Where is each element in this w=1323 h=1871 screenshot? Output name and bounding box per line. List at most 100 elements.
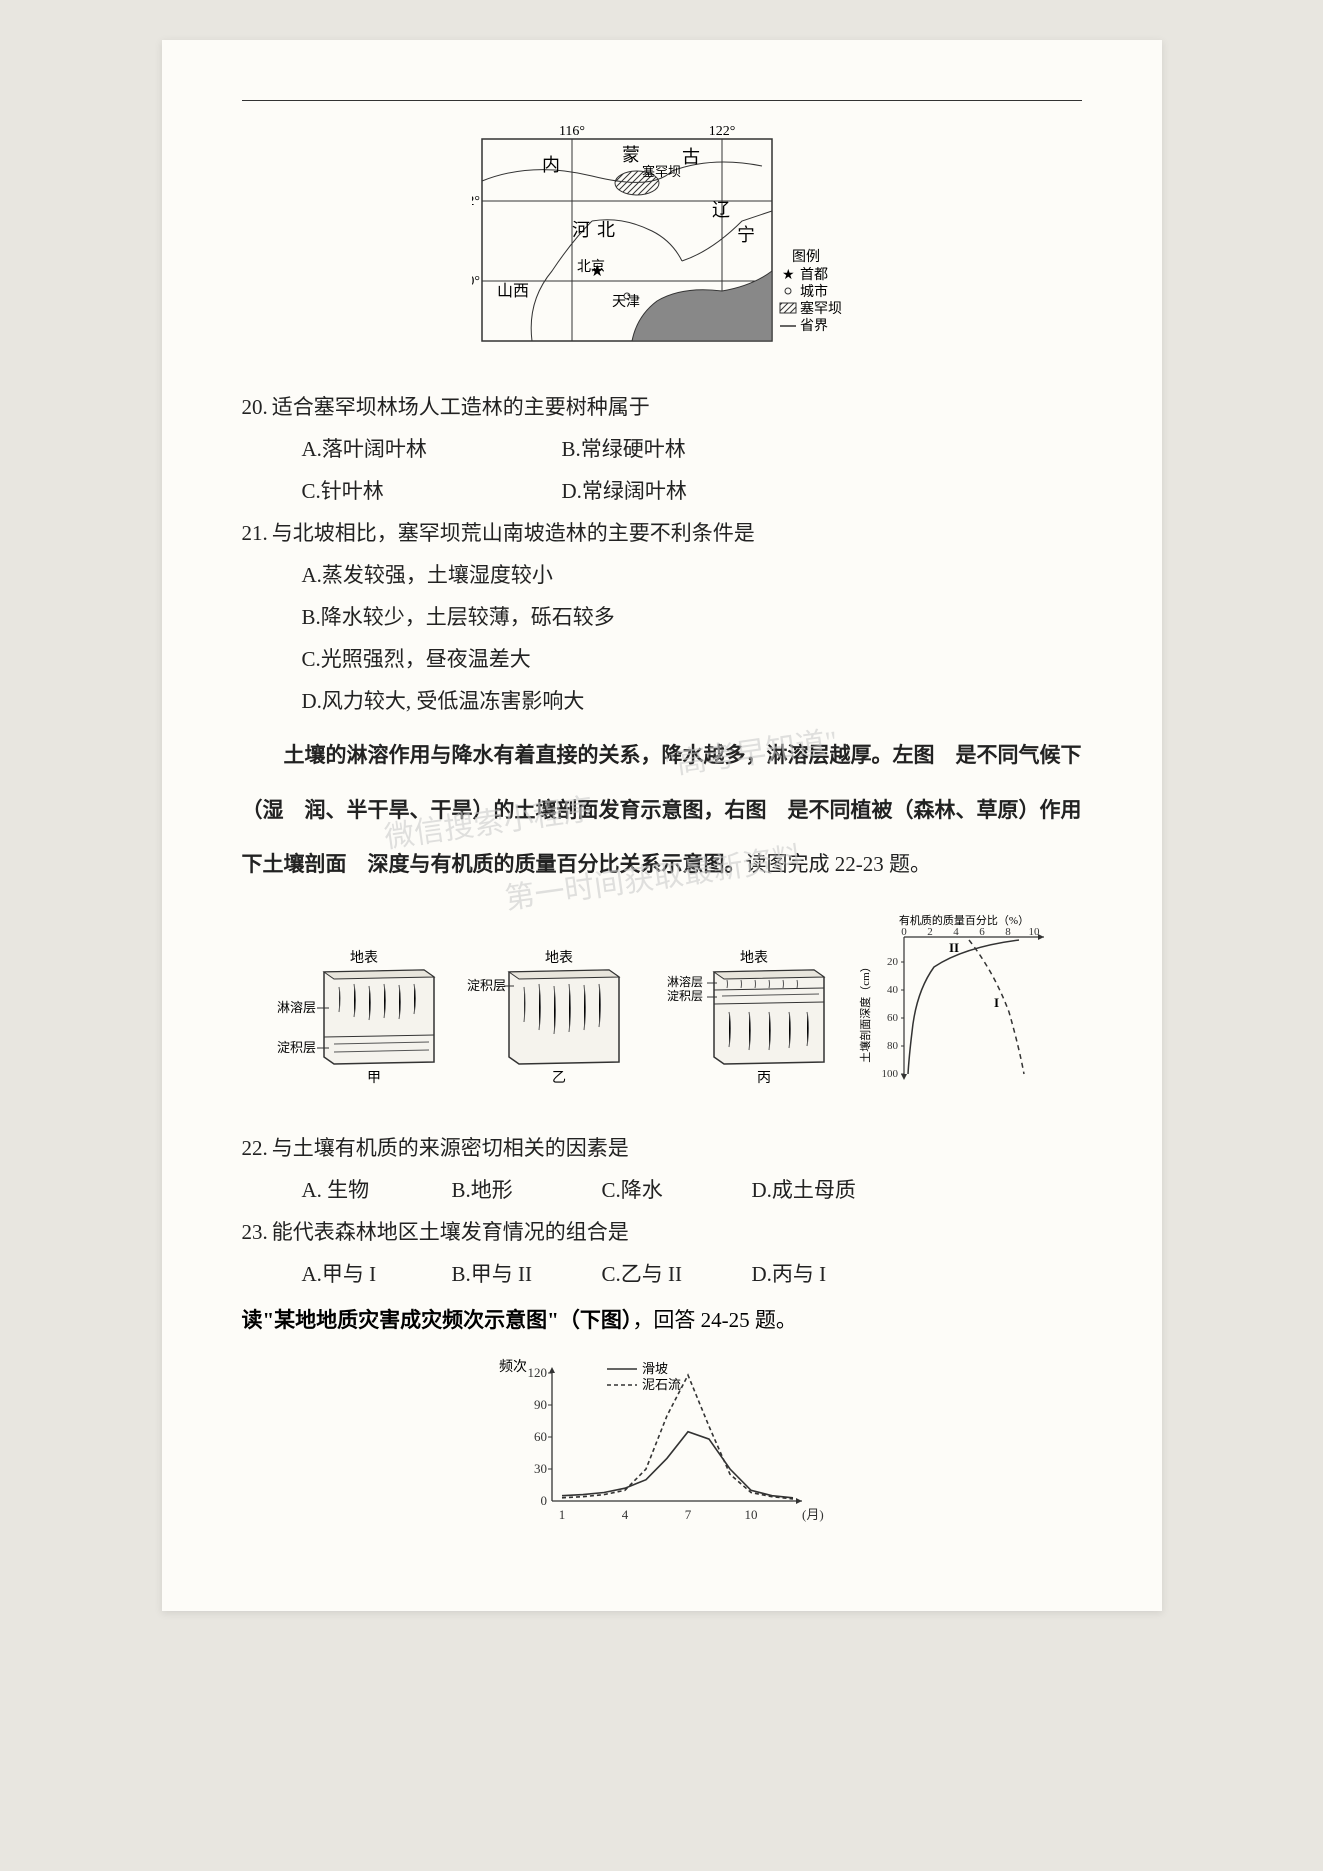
- passage-disaster: 读"某地地质灾害成灾频次示意图"（下图），回答 24-25 题。: [242, 1299, 1082, 1341]
- option-c: C.针叶林: [302, 470, 562, 512]
- option-b: B.甲与 II: [452, 1253, 602, 1295]
- passage-prefix: 读"某地地质灾害成灾频次示意图"（下图）: [242, 1308, 633, 1332]
- lon-label: 122°: [708, 124, 735, 139]
- region-label: 北京: [577, 259, 605, 275]
- tick: 4: [953, 926, 959, 938]
- layer-label: 淀积层: [667, 989, 703, 1003]
- option-c: C.降水: [602, 1169, 752, 1211]
- passage-text: 土壤的淋溶作用与降水有着直接的关系，降水越多，淋溶层越厚。左图 是不同气候下（湿…: [242, 743, 1082, 876]
- tick: 120: [527, 1365, 547, 1380]
- target-label: 塞罕坝: [642, 164, 681, 179]
- soil-diagram-bing: 地表 淋溶层 淀积层 丙: [659, 942, 839, 1102]
- layer-label: 淀积层: [467, 978, 506, 993]
- debris-curve: [562, 1375, 793, 1499]
- region-label: 蒙: [622, 145, 640, 165]
- tick: 20: [887, 956, 899, 968]
- surface-label: 地表: [740, 950, 768, 966]
- tick: 80: [887, 1040, 899, 1052]
- tick: 0: [540, 1493, 547, 1508]
- landslide-curve: [562, 1431, 793, 1497]
- lat-label: 42°: [472, 194, 480, 209]
- passage-soil: 土壤的淋溶作用与降水有着直接的关系，降水越多，淋溶层越厚。左图 是不同气候下（湿…: [242, 728, 1082, 892]
- legend-solid: 滑坡: [642, 1361, 668, 1376]
- q-text: 能代表森林地区土壤发育情况的组合是: [272, 1220, 629, 1244]
- tick: 30: [534, 1461, 547, 1476]
- option-a: A.蒸发较强，土壤湿度较小: [302, 554, 1082, 596]
- legend-dashed: 泥石流: [642, 1377, 681, 1392]
- option-d: D.成土母质: [752, 1169, 902, 1211]
- tick: 7: [684, 1507, 691, 1522]
- legend-item: 城市: [800, 283, 828, 300]
- surface-label: 地表: [545, 950, 573, 966]
- tick: 0: [901, 926, 907, 938]
- passage-tail: 读图完成 22-23 题。: [746, 852, 932, 876]
- region-label: 北: [597, 220, 615, 240]
- x-unit: (月): [802, 1507, 824, 1522]
- layer-label: 淋溶层: [277, 1000, 316, 1015]
- tick: 8: [1005, 926, 1011, 938]
- option-a: A. 生物: [302, 1169, 452, 1211]
- surface-label: 地表: [350, 950, 378, 966]
- tick: 4: [621, 1507, 628, 1522]
- star-icon: ★: [782, 268, 795, 283]
- top-rule: [242, 100, 1082, 101]
- exam-page: 116° 122° 42° 40°: [162, 40, 1162, 1611]
- series-label: II: [949, 940, 959, 955]
- lon-label: 116°: [558, 124, 584, 139]
- map-svg: 116° 122° 42° 40°: [472, 121, 852, 361]
- q-number: 23.: [242, 1220, 268, 1244]
- option-b: B.降水较少，土层较薄，砾石较多: [302, 596, 1082, 638]
- legend-item: 塞罕坝: [800, 300, 842, 317]
- q-number: 20.: [242, 395, 268, 419]
- q-text: 适合塞罕坝林场人工造林的主要树种属于: [272, 395, 650, 419]
- soil-diagram-yi: 地表 淀积层 乙: [464, 942, 644, 1102]
- region-label: 古: [682, 147, 700, 167]
- soil-diagram-jia: 地表 淋溶层 淀积层 甲: [269, 942, 449, 1102]
- map-figure: 116° 122° 42° 40°: [242, 121, 1082, 361]
- option-d: D.常绿阔叶林: [562, 470, 822, 512]
- diagram-label: 甲: [367, 1071, 381, 1086]
- soil-diagrams: 地表 淋溶层 淀积层 甲 地表 淀积层: [242, 912, 1082, 1102]
- q-text: 与土壤有机质的来源密切相关的因素是: [272, 1136, 629, 1160]
- q-number: 22.: [242, 1136, 268, 1160]
- question-21: 21. 与北坡相比，塞罕坝荒山南坡造林的主要不利条件是 A.蒸发较强，土壤湿度较…: [242, 512, 1082, 722]
- tick: 100: [882, 1068, 899, 1080]
- question-20: 20. 适合塞罕坝林场人工造林的主要树种属于 A.落叶阔叶林 B.常绿硬叶林 C…: [242, 386, 1082, 512]
- y-label: 频次: [499, 1359, 527, 1375]
- chart-title: 有机质的质量百分比（%）: [899, 913, 1029, 927]
- q-number: 21.: [242, 521, 268, 545]
- region-label: 河: [572, 220, 590, 240]
- option-a: A.甲与 I: [302, 1253, 452, 1295]
- region-label: 辽: [712, 200, 730, 220]
- tick: 90: [534, 1397, 547, 1412]
- option-b: B.地形: [452, 1169, 602, 1211]
- passage-tail: ，回答 24-25 题。: [632, 1308, 797, 1332]
- region-label: 宁: [737, 225, 755, 245]
- question-23: 23. 能代表森林地区土壤发育情况的组合是 A.甲与 I B.甲与 II C.乙…: [242, 1211, 1082, 1295]
- legend-item: 首都: [800, 267, 828, 283]
- question-22: 22. 与土壤有机质的来源密切相关的因素是 A. 生物 B.地形 C.降水 D.…: [242, 1127, 1082, 1211]
- region-label: 山西: [497, 282, 529, 300]
- legend-item: 省界: [800, 318, 828, 334]
- tick: 2: [927, 926, 933, 938]
- frequency-chart-container: 频次 0 30 60 90 120 1 4 7 10: [242, 1351, 1082, 1531]
- y-label: 土壤剖面深度（cm）: [858, 961, 872, 1062]
- tick: 60: [534, 1429, 547, 1444]
- option-d: D.风力较大, 受低温冻害影响大: [302, 680, 1082, 722]
- series-label: I: [994, 995, 999, 1010]
- layer-label: 淋溶层: [667, 974, 703, 989]
- layer-label: 淀积层: [277, 1040, 316, 1055]
- diagram-label: 乙: [552, 1070, 566, 1086]
- option-c: C.乙与 II: [602, 1253, 752, 1295]
- option-b: B.常绿硬叶林: [562, 428, 822, 470]
- organic-chart: 有机质的质量百分比（%） 土壤剖面深度（cm） 0 2 4 6 8 10 20 …: [854, 912, 1054, 1102]
- region-label: 内: [542, 155, 560, 175]
- option-d: D.丙与 I: [752, 1253, 902, 1295]
- region-label: 天津: [612, 294, 640, 310]
- tick: 60: [887, 1012, 899, 1024]
- q-text: 与北坡相比，塞罕坝荒山南坡造林的主要不利条件是: [272, 521, 755, 545]
- tick: 10: [744, 1507, 757, 1522]
- option-a: A.落叶阔叶林: [302, 428, 562, 470]
- diagram-label: 丙: [757, 1071, 771, 1086]
- option-c: C.光照强烈，昼夜温差大: [302, 638, 1082, 680]
